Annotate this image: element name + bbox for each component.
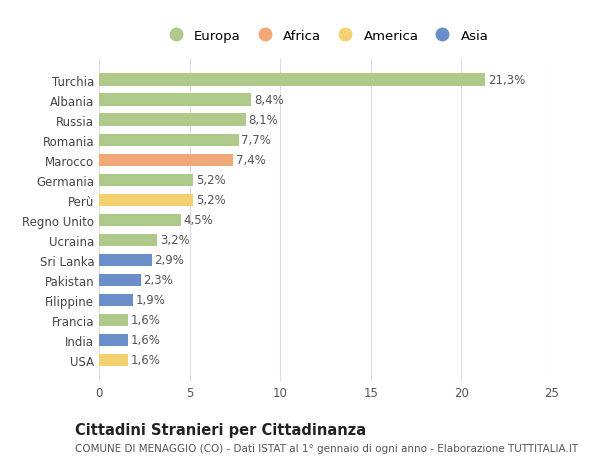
Text: 3,2%: 3,2% bbox=[160, 234, 190, 247]
Text: 5,2%: 5,2% bbox=[196, 174, 226, 187]
Bar bbox=[99, 334, 128, 347]
Text: 1,6%: 1,6% bbox=[131, 354, 161, 367]
Text: 8,4%: 8,4% bbox=[254, 94, 284, 107]
Text: 7,4%: 7,4% bbox=[236, 154, 266, 167]
Text: COMUNE DI MENAGGIO (CO) - Dati ISTAT al 1° gennaio di ogni anno - Elaborazione T: COMUNE DI MENAGGIO (CO) - Dati ISTAT al … bbox=[75, 443, 578, 453]
Bar bbox=[99, 154, 233, 167]
Bar bbox=[99, 114, 246, 127]
Bar bbox=[99, 214, 181, 226]
Text: 1,6%: 1,6% bbox=[131, 334, 161, 347]
Legend: Europa, Africa, America, Asia: Europa, Africa, America, Asia bbox=[157, 24, 494, 48]
Text: 2,3%: 2,3% bbox=[143, 274, 173, 287]
Text: Cittadini Stranieri per Cittadinanza: Cittadini Stranieri per Cittadinanza bbox=[75, 422, 366, 437]
Text: 1,6%: 1,6% bbox=[131, 314, 161, 327]
Text: 7,7%: 7,7% bbox=[241, 134, 271, 147]
Bar bbox=[99, 254, 152, 267]
Bar bbox=[99, 94, 251, 106]
Bar bbox=[99, 234, 157, 246]
Text: 2,9%: 2,9% bbox=[154, 254, 184, 267]
Text: 5,2%: 5,2% bbox=[196, 194, 226, 207]
Text: 1,9%: 1,9% bbox=[136, 294, 166, 307]
Text: 4,5%: 4,5% bbox=[183, 214, 213, 227]
Bar bbox=[99, 354, 128, 366]
Bar bbox=[99, 74, 485, 87]
Text: 21,3%: 21,3% bbox=[488, 74, 525, 87]
Text: 8,1%: 8,1% bbox=[248, 114, 278, 127]
Bar bbox=[99, 314, 128, 326]
Bar bbox=[99, 134, 239, 146]
Bar bbox=[99, 174, 193, 186]
Bar bbox=[99, 274, 140, 286]
Bar bbox=[99, 294, 133, 307]
Bar bbox=[99, 194, 193, 207]
